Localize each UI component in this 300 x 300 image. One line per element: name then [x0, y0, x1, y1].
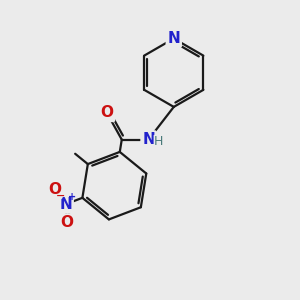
Text: N: N: [167, 31, 180, 46]
Text: −: −: [56, 191, 66, 201]
Text: N: N: [142, 132, 155, 147]
Text: O: O: [100, 105, 113, 120]
Text: N: N: [59, 197, 72, 212]
Text: O: O: [48, 182, 61, 197]
Text: O: O: [60, 215, 74, 230]
Text: +: +: [68, 192, 76, 202]
Text: H: H: [154, 136, 164, 148]
